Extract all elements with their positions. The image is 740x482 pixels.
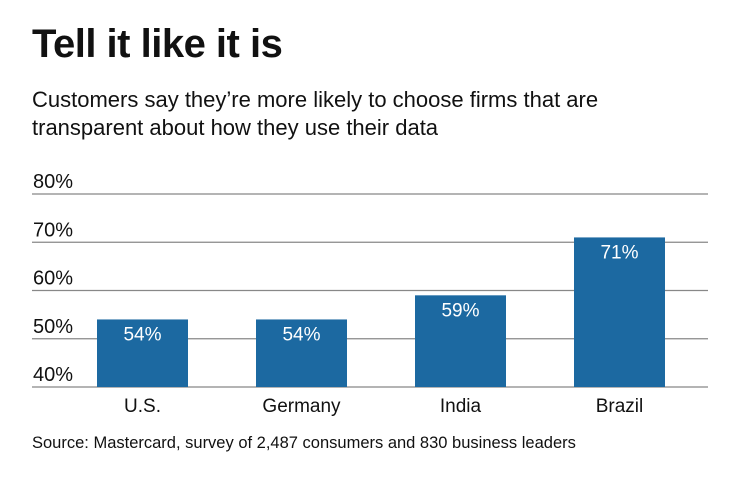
x-tick-label: Brazil	[596, 396, 644, 417]
x-tick-label: India	[440, 396, 482, 417]
bar-us	[97, 319, 188, 387]
y-tick-label: 80%	[33, 171, 73, 193]
data-label: 71%	[600, 242, 638, 263]
y-tick-label: 50%	[33, 316, 73, 338]
y-tick-label: 70%	[33, 219, 73, 241]
y-tick-label: 60%	[33, 268, 73, 290]
data-label: 54%	[123, 324, 161, 345]
chart-subtitle: Customers say they’re more likely to cho…	[32, 87, 599, 140]
y-tick-label: 40%	[33, 364, 73, 386]
bar-brazil	[574, 237, 665, 387]
x-tick-label: Germany	[262, 396, 341, 417]
data-label: 54%	[282, 324, 320, 345]
bar-germany	[256, 319, 347, 387]
bar-india	[415, 295, 506, 387]
chart-title: Tell it like it is	[32, 22, 283, 66]
data-label: 59%	[441, 300, 479, 321]
x-tick-label: U.S.	[124, 396, 161, 417]
source-note: Source: Mastercard, survey of 2,487 cons…	[32, 434, 576, 452]
